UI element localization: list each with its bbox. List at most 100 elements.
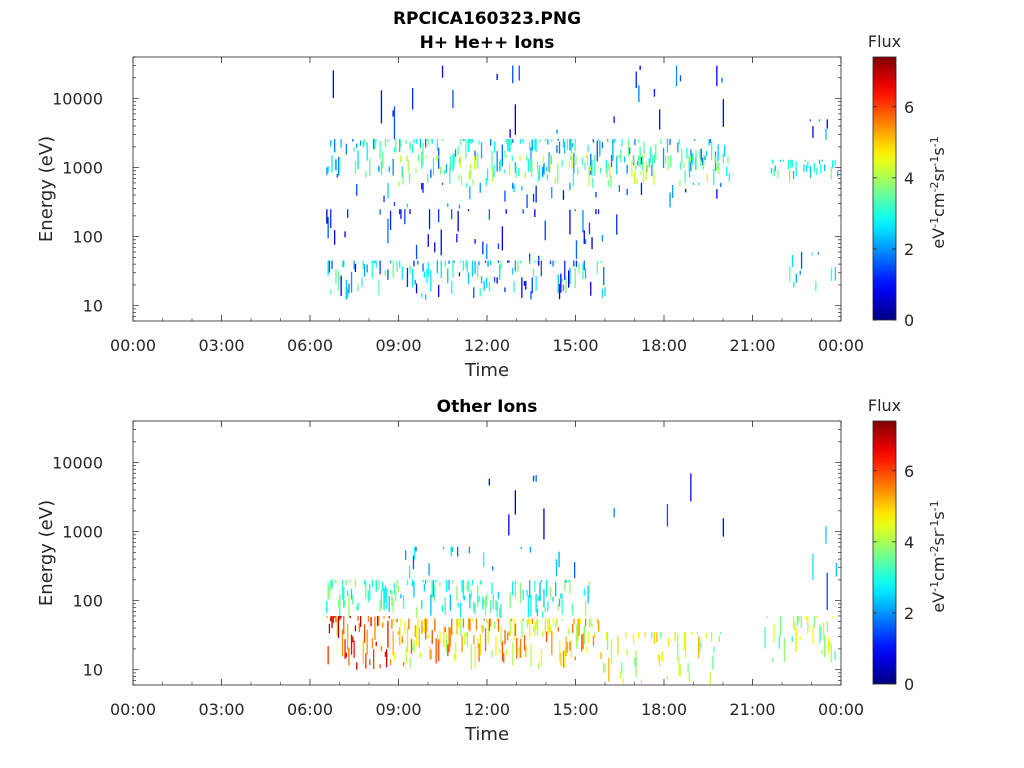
flux-streak — [522, 589, 524, 600]
flux-streak — [456, 618, 458, 635]
flux-streak — [787, 159, 789, 170]
flux-streak — [493, 141, 496, 153]
flux-streak — [544, 220, 546, 241]
flux-streak — [714, 155, 716, 164]
flux-streak — [621, 662, 623, 674]
flux-streak — [548, 152, 550, 173]
flux-streak — [452, 90, 454, 109]
flux-streak — [418, 628, 420, 648]
flux-streak — [408, 618, 410, 630]
flux-streak — [570, 640, 572, 658]
flux-streak — [518, 646, 520, 659]
flux-streak — [560, 652, 562, 666]
flux-streak — [406, 203, 409, 208]
flux-streak — [383, 588, 385, 611]
flux-streak — [596, 261, 598, 274]
flux-streak — [496, 618, 498, 622]
flux-streak — [557, 603, 559, 611]
flux-streak — [569, 182, 571, 190]
flux-streak — [327, 646, 329, 665]
flux-streak — [766, 616, 769, 618]
flux-streak — [560, 273, 562, 293]
flux-streak — [478, 596, 480, 602]
flux-streak — [421, 293, 423, 298]
flux-streak — [499, 649, 501, 654]
flux-streak — [557, 627, 559, 632]
flux-streak — [417, 260, 419, 265]
flux-streak — [468, 546, 470, 554]
flux-streak — [327, 260, 329, 276]
flux-streak — [618, 185, 620, 192]
flux-streak — [443, 627, 445, 648]
flux-streak — [441, 139, 444, 141]
flux-streak — [601, 142, 604, 148]
flux-streak — [374, 260, 376, 264]
flux-streak — [497, 260, 500, 263]
flux-streak — [566, 642, 569, 653]
flux-streak — [705, 632, 707, 639]
flux-streak — [402, 595, 405, 609]
flux-streak — [438, 284, 440, 298]
flux-streak — [651, 164, 653, 177]
flux-streak — [532, 475, 535, 482]
flux-streak — [488, 281, 490, 292]
flux-streak — [574, 139, 576, 151]
flux-streak — [389, 260, 392, 264]
flux-streak — [435, 638, 437, 664]
flux-streak — [600, 167, 602, 174]
flux-streak — [612, 139, 614, 161]
flux-streak — [506, 260, 509, 263]
flux-streak — [451, 209, 453, 220]
flux-streak — [526, 589, 528, 596]
flux-streak — [717, 160, 719, 170]
flux-streak — [352, 139, 354, 142]
flux-streak — [327, 217, 329, 239]
flux-streak — [590, 153, 592, 175]
flux-streak — [400, 594, 402, 599]
flux-streak — [482, 625, 484, 633]
flux-streak — [598, 155, 600, 158]
flux-streak — [447, 203, 449, 207]
flux-streak — [375, 139, 377, 142]
flux-streak — [360, 140, 362, 146]
flux-streak — [562, 284, 565, 292]
flux-streak — [451, 546, 454, 552]
flux-streak — [590, 281, 592, 296]
flux-streak — [799, 270, 801, 275]
flux-streak — [488, 209, 490, 220]
flux-streak — [564, 260, 566, 280]
flux-streak — [509, 139, 511, 153]
flux-streak — [715, 167, 717, 172]
flux-streak — [382, 622, 384, 628]
flux-streak — [640, 157, 643, 165]
flux-streak — [378, 280, 380, 295]
flux-streak — [617, 636, 619, 655]
flux-streak — [358, 623, 360, 633]
flux-streak — [652, 155, 654, 167]
flux-streak — [467, 209, 470, 212]
flux-streak — [406, 267, 409, 287]
flux-streak — [594, 154, 596, 176]
flux-streak — [336, 174, 338, 178]
flux-streak — [476, 155, 478, 169]
flux-streak — [401, 266, 403, 280]
colorbar-unit-label: eV-1cm-2sr-1s-1 — [928, 136, 949, 248]
flux-streak — [361, 277, 363, 287]
flux-streak — [505, 649, 507, 656]
flux-streak — [487, 621, 489, 644]
flux-streak — [634, 139, 636, 146]
flux-streak — [550, 155, 552, 165]
flux-streak — [648, 158, 650, 168]
flux-streak — [334, 579, 336, 582]
flux-streak — [568, 628, 570, 635]
flux-streak — [789, 265, 791, 282]
flux-streak — [428, 563, 430, 576]
flux-streak — [549, 586, 552, 600]
flux-streak — [722, 518, 724, 537]
flux-streak — [396, 579, 398, 589]
flux-streak — [404, 621, 406, 635]
flux-streak — [439, 630, 441, 644]
flux-streak — [357, 616, 359, 621]
x-tick-label: 12:00 — [464, 336, 510, 355]
flux-streak — [383, 616, 385, 619]
